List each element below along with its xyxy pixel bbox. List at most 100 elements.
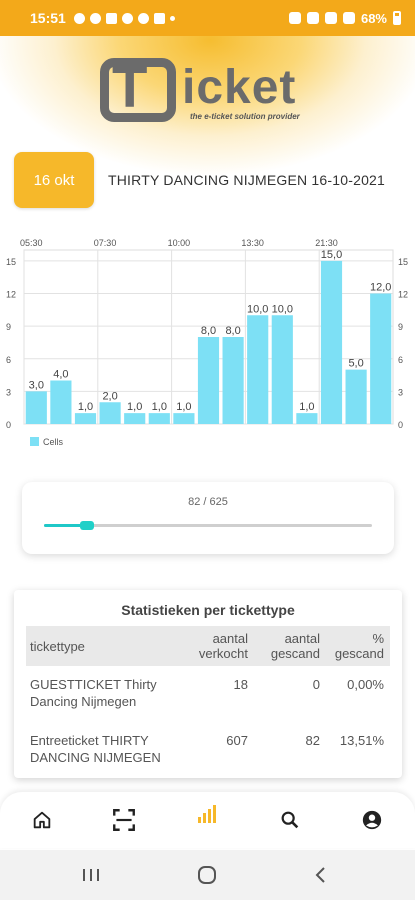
- battery-icon: [393, 11, 401, 25]
- y-tick-label-left: 15: [6, 257, 16, 267]
- table-header: tickettype aantal verkocht aantal gescan…: [26, 626, 390, 666]
- chart-bar: [173, 413, 195, 424]
- home-circle-icon[interactable]: [192, 862, 222, 888]
- bluetooth-icon: [306, 12, 319, 24]
- chart-bar: [247, 315, 269, 424]
- row-sold: 18: [233, 677, 248, 692]
- x-tick-label: 10:00: [168, 238, 191, 248]
- scan-icon[interactable]: [108, 804, 140, 836]
- row-percent: 0,00%: [347, 677, 384, 692]
- progress-fill: [44, 524, 88, 527]
- y-tick-label-left: 6: [6, 355, 11, 365]
- account-icon[interactable]: [356, 804, 388, 836]
- legend-swatch: [30, 437, 39, 446]
- y-tick-label-left: 12: [6, 290, 16, 300]
- stats-table: tickettype aantal verkocht aantal gescan…: [26, 626, 390, 778]
- recents-icon[interactable]: [76, 862, 106, 888]
- chart-bar: [148, 413, 170, 424]
- row-type: Entreeticket THIRTY DANCING NIJMEGEN: [30, 733, 161, 765]
- y-tick-label-right: 0: [398, 420, 403, 430]
- data-label: 3,0: [29, 379, 44, 391]
- header-percent: % gescand: [334, 631, 384, 661]
- chart-bar: [50, 380, 72, 424]
- chart-bar: [74, 413, 97, 424]
- back-icon[interactable]: [306, 862, 336, 888]
- status-time: 15:51: [30, 10, 66, 26]
- row-scanned: 82: [305, 733, 320, 748]
- chart-bar: [99, 402, 121, 424]
- data-label: 8,0: [201, 325, 216, 337]
- header-sold: aantal verkocht: [198, 631, 248, 661]
- data-label: 1,0: [176, 401, 191, 413]
- y-tick-label-right: 6: [398, 355, 403, 365]
- chart-bar: [222, 337, 244, 424]
- y-tick-label-left: 9: [6, 322, 11, 332]
- scan-chart: 0 0 3 3 6 6 9 9 12 12 15 15 05:30 07:30 10:00 13:30 21:3…: [0, 232, 415, 457]
- y-tick-label-left: 3: [6, 387, 11, 397]
- signal-icon: [342, 12, 355, 24]
- wifi-icon: [324, 12, 337, 24]
- chart-bar: [370, 293, 392, 424]
- row-scanned: 0: [312, 677, 320, 692]
- data-label: 4,0: [53, 369, 68, 381]
- progress-track: [44, 521, 372, 530]
- data-label: 1,0: [299, 401, 314, 413]
- progress-thumb: [80, 521, 95, 530]
- data-label: 15,0: [321, 249, 342, 261]
- stats-card: Statistieken per tickettype tickettype a…: [14, 590, 402, 778]
- gallery-icon: [153, 12, 165, 24]
- instagram-icon: [105, 12, 117, 24]
- chart-bar: [320, 260, 343, 424]
- y-tick-label-right: 9: [398, 322, 403, 332]
- row-sold: 607: [226, 733, 248, 748]
- row-percent: 13,51%: [339, 733, 384, 748]
- header-tickettype: tickettype: [30, 639, 85, 654]
- ticket-logo: T icket the e-ticket solution provider: [100, 56, 320, 126]
- y-tick-label-right: 15: [398, 257, 408, 267]
- sync-icon: [137, 12, 149, 24]
- chart-bar: [25, 391, 47, 424]
- event-date-label: 16 okt: [33, 171, 75, 189]
- system-status-icons: 68%: [288, 10, 401, 26]
- data-label: 8,0: [225, 325, 240, 337]
- data-label: 10,0: [272, 303, 293, 315]
- stats-icon[interactable]: [192, 798, 224, 830]
- chart-bar: [296, 413, 318, 424]
- header-scanned: aantal gescand: [270, 631, 320, 661]
- home-icon[interactable]: [26, 804, 58, 836]
- event-title: THIRTY DANCING NIJMEGEN 16-10-2021: [108, 172, 386, 188]
- x-tick-label: 13:30: [241, 238, 264, 248]
- row-type: GUESTTICKET Thirty Dancing Nijmegen: [30, 677, 157, 709]
- data-label: 1,0: [152, 401, 167, 413]
- progress-text: 82 / 625: [188, 496, 228, 508]
- x-tick-label: 07:30: [94, 238, 117, 248]
- chart-bar: [271, 315, 293, 424]
- stats-title: Statistieken per tickettype: [121, 602, 295, 618]
- dot-icon: [169, 15, 175, 21]
- x-tick-label: 21:30: [315, 238, 338, 248]
- data-label: 1,0: [78, 401, 93, 413]
- search-icon[interactable]: [274, 804, 306, 836]
- system-navigation: [0, 850, 415, 900]
- status-bar: 15:51 68%: [0, 0, 415, 36]
- alarm-icon: [288, 12, 301, 24]
- notification-icons: [73, 12, 175, 24]
- logo-word: icket: [182, 61, 297, 114]
- table-row: GUESTTICKET Thirty Dancing Nijmegen 18 0…: [26, 666, 390, 722]
- data-label: 5,0: [348, 358, 363, 370]
- chart-svg: 0 0 3 3 6 6 9 9 12 12 15 15 05:30 07:30 10:00 13:30 21:3…: [6, 238, 408, 447]
- table-row: Entreeticket THIRTY DANCING NIJMEGEN 607…: [26, 722, 390, 778]
- drop-icon: [121, 12, 133, 24]
- event-date-badge[interactable]: 16 okt: [14, 152, 94, 208]
- logo-box: [100, 58, 176, 122]
- data-label: 1,0: [127, 401, 142, 413]
- legend-label: Cells: [43, 437, 64, 447]
- data-label: 2,0: [102, 390, 117, 402]
- y-tick-label-left: 0: [6, 420, 11, 430]
- chart-bar: [124, 413, 146, 424]
- chart-bar: [197, 337, 220, 424]
- battery-percent: 68%: [360, 10, 387, 26]
- data-label: 10,0: [247, 303, 268, 315]
- x-tick-label: 05:30: [20, 238, 43, 248]
- y-tick-label-right: 3: [398, 387, 403, 397]
